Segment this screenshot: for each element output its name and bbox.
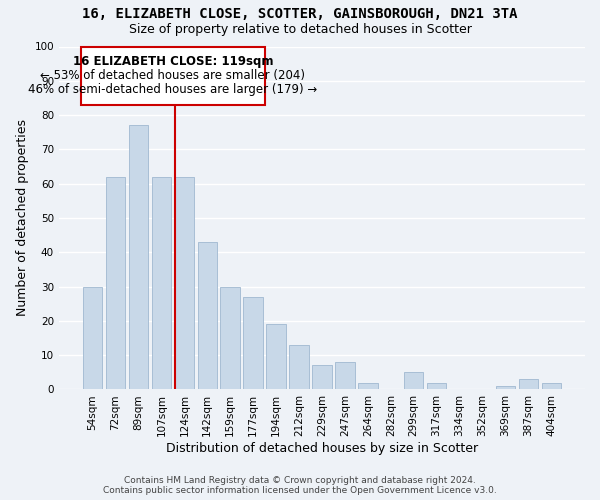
- Text: Contains HM Land Registry data © Crown copyright and database right 2024.
Contai: Contains HM Land Registry data © Crown c…: [103, 476, 497, 495]
- Bar: [518, 379, 538, 390]
- Bar: [220, 286, 240, 390]
- Bar: [152, 177, 171, 390]
- Text: Size of property relative to detached houses in Scotter: Size of property relative to detached ho…: [128, 22, 472, 36]
- X-axis label: Distribution of detached houses by size in Scotter: Distribution of detached houses by size …: [166, 442, 478, 455]
- FancyBboxPatch shape: [81, 46, 265, 105]
- Bar: [427, 382, 446, 390]
- Bar: [312, 366, 332, 390]
- Bar: [175, 177, 194, 390]
- Bar: [289, 345, 309, 390]
- Text: 16, ELIZABETH CLOSE, SCOTTER, GAINSBOROUGH, DN21 3TA: 16, ELIZABETH CLOSE, SCOTTER, GAINSBOROU…: [82, 8, 518, 22]
- Bar: [197, 242, 217, 390]
- Bar: [129, 126, 148, 390]
- Bar: [106, 177, 125, 390]
- Bar: [266, 324, 286, 390]
- Text: ← 53% of detached houses are smaller (204): ← 53% of detached houses are smaller (20…: [40, 69, 305, 82]
- Bar: [542, 382, 561, 390]
- Text: 16 ELIZABETH CLOSE: 119sqm: 16 ELIZABETH CLOSE: 119sqm: [73, 55, 273, 68]
- Bar: [358, 382, 377, 390]
- Bar: [244, 297, 263, 390]
- Bar: [83, 286, 103, 390]
- Text: 46% of semi-detached houses are larger (179) →: 46% of semi-detached houses are larger (…: [28, 82, 317, 96]
- Bar: [496, 386, 515, 390]
- Bar: [404, 372, 424, 390]
- Bar: [335, 362, 355, 390]
- Y-axis label: Number of detached properties: Number of detached properties: [16, 120, 29, 316]
